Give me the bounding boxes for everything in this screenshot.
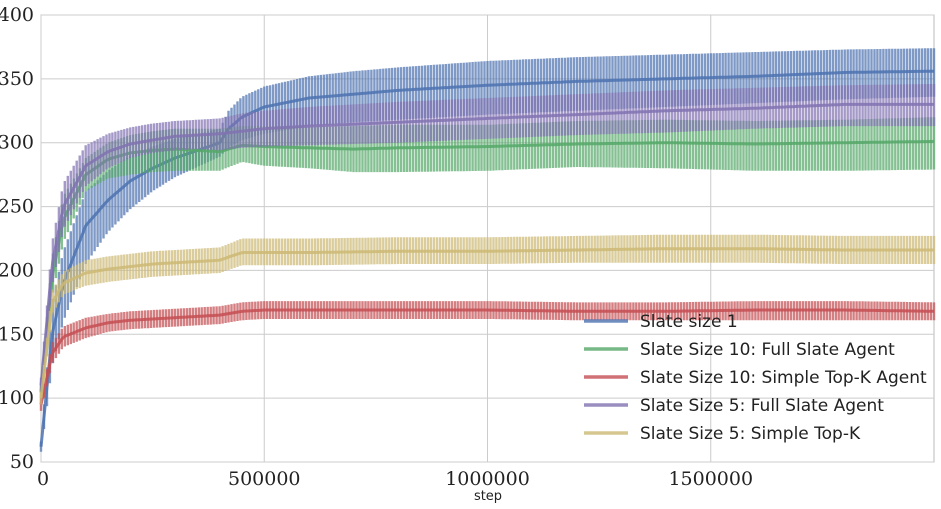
series-layer xyxy=(39,48,936,452)
y-tick-label: 350 xyxy=(0,68,34,90)
y-tick-label: 400 xyxy=(0,4,34,26)
x-tick-label: 500000 xyxy=(228,468,301,490)
series-5 xyxy=(39,234,936,405)
legend-entry-1: Slate size 1 xyxy=(640,312,738,332)
legend: Slate size 1 Slate Size 10: Full Slate Ag… xyxy=(584,312,927,444)
series-3-mean-line xyxy=(39,308,934,405)
x-tick-label: 1500000 xyxy=(668,468,753,490)
x-tick-label: 1000000 xyxy=(445,468,530,490)
x-tick-label: 0 xyxy=(37,468,49,490)
series-5-mean-line xyxy=(39,247,934,399)
legend-entry-4: Slate Size 5: Full Slate Agent xyxy=(640,396,884,416)
y-tick-label: 150 xyxy=(0,323,34,345)
series-2-mean-line xyxy=(39,139,935,392)
x-axis-label: step xyxy=(474,489,502,504)
y-tick-label: 200 xyxy=(0,259,34,281)
legend-entry-2: Slate Size 10: Full Slate Agent xyxy=(640,340,895,360)
legend-entry-3: Slate Size 10: Simple Top-K Agent xyxy=(640,368,927,388)
y-tick-label: 300 xyxy=(0,132,34,154)
y-tick-label: 100 xyxy=(0,387,34,409)
series-4-mean-line xyxy=(39,102,934,386)
tick-layer: 50 100 150 200 250 300 350 400 0 500000 1000000 150… xyxy=(0,4,753,490)
legend-entry-5: Slate Size 5: Simple Top-K xyxy=(640,424,861,444)
y-tick-label: 250 xyxy=(0,196,34,218)
y-tick-label: 50 xyxy=(10,451,34,473)
